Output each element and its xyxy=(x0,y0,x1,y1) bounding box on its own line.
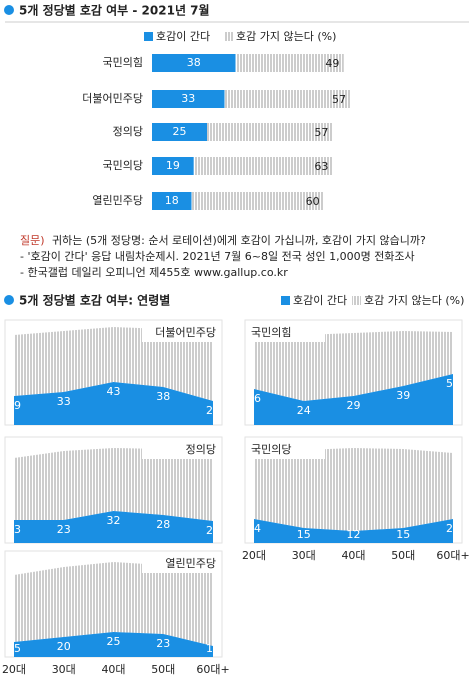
value-label: 29 xyxy=(7,399,21,412)
legend-swatch xyxy=(144,32,153,41)
title-bg xyxy=(142,324,220,342)
value-label: 32 xyxy=(107,514,121,527)
x-tick-label: 30대 xyxy=(292,549,316,562)
value-label: 24 xyxy=(446,522,460,535)
legend-label: 호감이 간다 xyxy=(293,294,347,307)
value-label: 18 xyxy=(165,194,179,207)
note: - 한국갤럽 데일리 오피니언 제455호 www.gallup.co.kr xyxy=(20,265,288,279)
value-label: 24 xyxy=(297,404,311,417)
value-label: 36 xyxy=(247,392,261,405)
x-tick-label: 50대 xyxy=(151,663,175,676)
title-bg xyxy=(247,324,325,342)
value-label: 20 xyxy=(57,640,71,653)
value-label: 25 xyxy=(173,125,187,138)
value-label: 23 xyxy=(7,523,21,536)
area-positive xyxy=(14,382,213,425)
value-label: 33 xyxy=(57,395,71,408)
area-negative xyxy=(254,331,453,401)
title-bg xyxy=(142,441,220,459)
category-label: 열린민주당 xyxy=(92,194,143,207)
value-label: 33 xyxy=(181,92,195,105)
area-positive xyxy=(14,511,213,543)
area-negative xyxy=(14,448,213,521)
section-title: 5개 정당별 호감 여부: 연령별 xyxy=(19,293,170,308)
value-label: 57 xyxy=(314,126,328,139)
legend-swatch xyxy=(281,296,290,305)
x-tick-label: 20대 xyxy=(2,663,26,676)
value-label: 57 xyxy=(332,93,346,106)
bar xyxy=(235,54,344,72)
x-tick-label: 40대 xyxy=(101,663,125,676)
value-label: 39 xyxy=(396,389,410,402)
panel-title: 국민의당 xyxy=(251,443,291,456)
area-positive xyxy=(254,374,453,425)
question-label: 질문) xyxy=(20,234,45,247)
value-label: 15 xyxy=(297,528,311,541)
value-label: 49 xyxy=(325,57,339,70)
value-label: 24 xyxy=(206,404,220,417)
section-title: 5개 정당별 호감 여부 - 2021년 7월 xyxy=(19,3,210,18)
legend-label: 호감 가지 않는다 (%) xyxy=(236,30,336,43)
bullet xyxy=(4,5,14,15)
legend-label: 호감 가지 않는다 (%) xyxy=(364,294,464,307)
value-label: 43 xyxy=(107,385,121,398)
x-tick-label: 20대 xyxy=(242,549,266,562)
value-label: 22 xyxy=(206,524,220,537)
bar xyxy=(207,123,333,141)
area-positive xyxy=(254,519,453,543)
title-bg xyxy=(247,441,325,459)
value-label: 11 xyxy=(206,642,220,655)
panel-title: 더불어민주당 xyxy=(155,326,216,339)
bar xyxy=(191,192,324,210)
note: - '호감이 간다' 응답 내림차순제시. 2021년 7월 6~8일 전국 성… xyxy=(20,249,415,263)
panel-title: 정의당 xyxy=(186,443,216,456)
legend-swatch xyxy=(224,32,233,41)
value-label: 60 xyxy=(306,195,320,208)
value-label: 23 xyxy=(57,523,71,536)
x-tick-label: 60대+ xyxy=(436,549,469,562)
value-label: 12 xyxy=(347,528,361,541)
value-label: 25 xyxy=(107,635,121,648)
value-label: 23 xyxy=(156,637,170,650)
category-label: 국민의힘 xyxy=(103,56,143,69)
category-label: 국민의당 xyxy=(103,159,143,172)
x-tick-label: 30대 xyxy=(52,663,76,676)
bar xyxy=(152,54,236,72)
value-label: 15 xyxy=(396,528,410,541)
x-tick-label: 60대+ xyxy=(196,663,229,676)
value-label: 24 xyxy=(247,522,261,535)
bar xyxy=(152,157,194,175)
x-tick-label: 50대 xyxy=(391,549,415,562)
title-bg xyxy=(142,555,220,573)
bar xyxy=(152,123,207,141)
value-label: 15 xyxy=(7,642,21,655)
category-label: 더불어민주당 xyxy=(82,92,143,105)
question: 귀하는 (5개 정당명: 순서 로테이션)에게 호감이 가십니까, 호감이 가지… xyxy=(52,233,426,247)
panel-title: 열린민주당 xyxy=(165,557,216,570)
category-label: 정의당 xyxy=(113,125,143,138)
value-label: 51 xyxy=(446,377,460,390)
value-label: 19 xyxy=(166,159,180,172)
bar xyxy=(193,157,333,175)
area-negative xyxy=(254,448,453,531)
bar xyxy=(224,90,350,108)
x-tick-label: 40대 xyxy=(341,549,365,562)
area-negative xyxy=(14,327,213,401)
bar xyxy=(152,90,225,108)
legend-swatch xyxy=(352,296,361,305)
value-label: 29 xyxy=(347,399,361,412)
value-label: 28 xyxy=(156,518,170,531)
area-negative xyxy=(14,562,213,646)
panel-title: 국민의힘 xyxy=(251,326,291,339)
bullet xyxy=(4,295,14,305)
value-label: 38 xyxy=(187,56,201,69)
value-label: 63 xyxy=(314,160,328,173)
legend-label: 호감이 간다 xyxy=(156,30,210,43)
value-label: 38 xyxy=(156,390,170,403)
area-positive xyxy=(14,632,213,657)
bar xyxy=(152,192,192,210)
